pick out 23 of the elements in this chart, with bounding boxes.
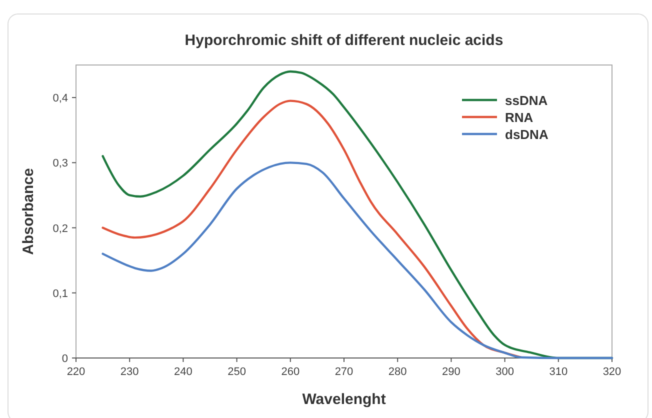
- x-axis-title: Wavelenght: [302, 391, 386, 408]
- x-tick-label: 280: [388, 366, 407, 378]
- legend-label: ssDNA: [505, 93, 548, 108]
- y-tick-label: 0,3: [52, 158, 68, 170]
- chart-title: Hyporchromic shift of different nucleic acids: [184, 32, 504, 49]
- x-tick-label: 270: [334, 366, 354, 378]
- x-tick-label: 250: [228, 366, 246, 378]
- x-tick-label: 300: [496, 366, 514, 378]
- y-tick-label: 0: [62, 353, 68, 365]
- x-tick-label: 320: [602, 366, 622, 378]
- x-tick-label: 310: [549, 366, 568, 378]
- x-tick-label: 220: [66, 366, 86, 378]
- x-tick-label: 240: [174, 366, 192, 378]
- legend-label: RNA: [505, 110, 534, 125]
- x-tick-label: 260: [281, 366, 300, 378]
- legend-label: dsDNA: [505, 127, 549, 142]
- y-tick-label: 0,1: [52, 288, 68, 300]
- y-tick-label: 0,4: [52, 92, 68, 105]
- x-tick-label: 230: [120, 366, 139, 378]
- line-series: [102, 162, 614, 360]
- y-axis-title: Absorbance: [20, 168, 37, 255]
- x-tick-label: 290: [442, 366, 460, 378]
- y-tick-label: 0,2: [52, 222, 68, 235]
